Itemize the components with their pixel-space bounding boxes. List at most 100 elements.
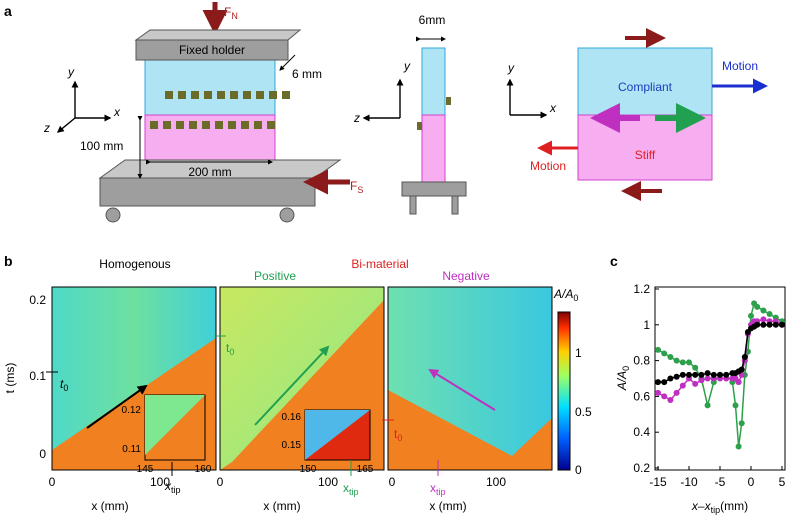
sensor xyxy=(282,91,290,99)
inset-tick: 145 xyxy=(137,464,154,475)
data-point xyxy=(704,402,711,409)
data-point xyxy=(704,370,711,377)
dimension-label: 6mm xyxy=(419,13,446,27)
axis-label: y xyxy=(507,61,515,75)
data-point xyxy=(679,371,686,378)
data-point xyxy=(686,371,692,378)
tip-label: xtip xyxy=(430,481,446,497)
x-tick-label: 100 xyxy=(150,475,170,489)
interface-sketch: y x Compliant Stiff Motion Motion xyxy=(506,28,768,201)
colorbar-tick: 0 xyxy=(575,463,582,477)
data-point xyxy=(754,303,761,310)
axis-label: y xyxy=(67,65,75,79)
y-tick-label: 0.2 xyxy=(633,461,650,475)
x-tick-label: -15 xyxy=(649,475,667,489)
force-label: FN xyxy=(224,5,238,21)
data-point xyxy=(679,359,686,366)
data-point xyxy=(692,380,699,387)
colorbar-label: A/A0 xyxy=(553,287,578,303)
data-point xyxy=(698,371,705,378)
tip-label: xtip xyxy=(164,479,181,495)
data-point xyxy=(760,321,767,328)
sensor xyxy=(230,91,238,99)
data-point xyxy=(748,312,754,319)
data-point xyxy=(655,346,661,353)
axis-label: x xyxy=(549,101,557,115)
map-title: Positive xyxy=(254,269,296,283)
wave-maps: Homogenous Bi-material Positive Negative… xyxy=(3,257,592,513)
x-axis-label: x–xtip(mm) xyxy=(691,499,748,515)
dimension-label: 100 mm xyxy=(80,139,123,153)
inset-tick: 150 xyxy=(300,464,317,475)
data-point xyxy=(667,375,674,382)
x-tick-label: 5 xyxy=(779,475,786,489)
y-tick-label: 0.6 xyxy=(633,389,650,403)
data-point xyxy=(667,354,674,361)
dimension-label: 200 mm xyxy=(188,165,231,179)
sensor xyxy=(202,121,210,129)
x-tick-label: -5 xyxy=(715,475,726,489)
sensor xyxy=(150,121,158,129)
data-point xyxy=(673,373,680,380)
inset-tick: 165 xyxy=(357,464,374,475)
motion-label: Motion xyxy=(530,159,566,173)
sensor xyxy=(163,121,171,129)
data-point xyxy=(673,389,680,396)
data-point xyxy=(717,371,723,378)
data-point xyxy=(692,371,699,378)
sensor xyxy=(165,91,173,99)
data-point xyxy=(667,396,674,403)
sensor xyxy=(189,121,197,129)
t0-label: t0 xyxy=(60,377,68,393)
map-title: Negative xyxy=(442,269,490,283)
data-point xyxy=(686,359,692,366)
data-point xyxy=(738,366,745,373)
data-point xyxy=(741,354,748,361)
data-point xyxy=(732,402,739,409)
x-tick-label: 0 xyxy=(217,475,224,489)
data-point xyxy=(661,350,668,357)
data-point xyxy=(698,377,705,384)
dimension-label: 6 mm xyxy=(292,67,322,81)
data-point xyxy=(772,321,779,328)
axis-label: x xyxy=(113,105,121,119)
map-title: Homogenous xyxy=(99,257,170,271)
panel-label: c xyxy=(610,253,618,269)
motion-label: Motion xyxy=(722,59,758,73)
x-tick-label: -10 xyxy=(680,475,698,489)
line-chart: A/A0 x–xtip(mm) 0.2 0.4 0.6 0.8 1 1.2 -15 -10 -5… xyxy=(615,282,786,515)
axis-label: z xyxy=(43,121,50,135)
data-point xyxy=(673,357,680,364)
y-tick-label: 1.2 xyxy=(633,282,650,296)
sensor xyxy=(215,121,223,129)
data-point xyxy=(760,316,767,323)
x-tick-label: 0 xyxy=(389,475,396,489)
map-title: Bi-material xyxy=(351,257,408,271)
data-point xyxy=(692,364,699,371)
x-axis-label: x (mm) xyxy=(91,499,128,513)
x-axis-label: x (mm) xyxy=(429,499,466,513)
sensor xyxy=(241,121,249,129)
y-tick-label: 0 xyxy=(39,447,46,461)
sensor xyxy=(217,91,225,99)
data-point xyxy=(710,371,717,378)
data-point xyxy=(655,389,661,396)
sensor xyxy=(243,91,251,99)
panel-label: b xyxy=(4,253,13,269)
data-point xyxy=(735,379,742,386)
t0-label: t0 xyxy=(394,427,402,443)
y-tick-label: 1 xyxy=(643,318,650,332)
data-point xyxy=(679,382,686,389)
tip-label: xtip xyxy=(343,481,359,497)
inset-tick: 160 xyxy=(195,464,212,475)
x-axis-label: x (mm) xyxy=(263,499,300,513)
panel-label: a xyxy=(4,3,12,19)
data-point xyxy=(766,321,773,328)
sensor xyxy=(176,121,184,129)
y-axis-label: t (ms) xyxy=(3,363,17,394)
sensor xyxy=(178,91,186,99)
data-point xyxy=(655,379,661,386)
sensor xyxy=(191,91,199,99)
x-tick-label: 0 xyxy=(49,475,56,489)
inset-tick: 0.12 xyxy=(122,405,142,416)
